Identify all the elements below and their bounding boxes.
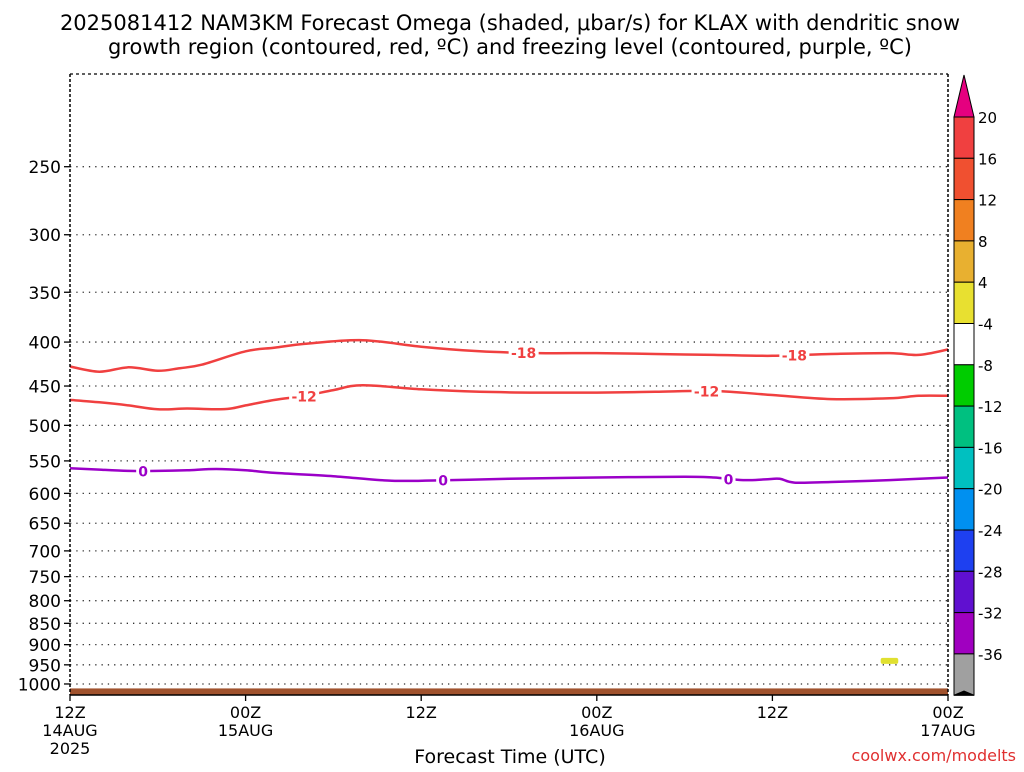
contour-label-bg-1-0 <box>289 387 320 404</box>
colorbar-segment-12 <box>953 612 975 655</box>
plot-frame <box>69 73 949 696</box>
y-tick-label-850: 850 <box>29 615 61 635</box>
colorbar-label-12: -32 <box>978 605 1003 623</box>
colorbar-segment-8 <box>953 446 975 490</box>
colorbar-label-5: -4 <box>978 316 993 334</box>
y-tick-label-1000: 1000 <box>18 675 61 695</box>
contour-label-bg-2-0 <box>136 462 151 479</box>
colorbar-segment-13 <box>953 653 975 696</box>
colorbar-label-11: -28 <box>978 563 1003 581</box>
colorbar-segment-1 <box>953 157 975 201</box>
x-tick-label-5-1: 00Z <box>932 703 963 722</box>
colorbar-segment-5 <box>953 323 975 366</box>
colorbar-segment-6 <box>953 364 975 407</box>
ground-fill <box>70 688 948 695</box>
ground-layer <box>70 688 948 695</box>
colorbar-label-2: 12 <box>978 192 997 210</box>
chart-title-line2: growth region (contoured, red, ºC) and f… <box>108 35 912 59</box>
colorbar-segment-2 <box>953 199 975 242</box>
y-tick-label-950: 950 <box>29 656 61 676</box>
contour-label-2-0: 0 <box>138 464 148 480</box>
x-tick-label-0-3: 2025 <box>50 739 91 758</box>
colorbar-label-13: -36 <box>978 646 1003 664</box>
contour-label-bg-1-1 <box>691 383 722 400</box>
contour-label-2-1: 0 <box>438 474 448 490</box>
x-tick-label-4-1: 12Z <box>757 703 788 722</box>
grid-lines <box>70 166 948 685</box>
y-tick-label-350: 350 <box>29 284 61 304</box>
colorbar-label-9: -20 <box>978 481 1003 499</box>
colorbar-label-4: 4 <box>978 274 988 292</box>
omega-blob-mark <box>880 657 899 664</box>
contour-label-1-0: -12 <box>291 389 316 405</box>
x-tick-label-3-1: 00Z <box>581 703 612 722</box>
colorbar-top-triangle <box>953 74 975 118</box>
y-tick-label-300: 300 <box>29 226 61 246</box>
credit-text: coolwx.com/modelts <box>852 746 1016 765</box>
colorbar-label-8: -16 <box>978 439 1003 457</box>
colorbar-segment-11 <box>953 570 975 614</box>
contour-label-2-2: 0 <box>724 472 734 488</box>
x-tick-label-1-2: 15AUG <box>218 721 273 740</box>
colorbar-segment-0 <box>953 116 975 159</box>
contour-label-0-1: -18 <box>782 349 807 365</box>
y-axis-ticks: 2503003504004505005506006507007508008509… <box>18 158 70 695</box>
colorbar-label-3: 8 <box>978 233 988 251</box>
colorbar-segment-7 <box>953 405 975 448</box>
x-tick-label-5-2: 17AUG <box>920 721 975 740</box>
contour-label-1-1: -12 <box>694 385 719 401</box>
x-axis-label: Forecast Time (UTC) <box>414 746 605 768</box>
y-tick-label-650: 650 <box>29 515 61 535</box>
contour-label-bg-0-1 <box>779 347 810 364</box>
colorbar-label-6: -8 <box>978 357 993 375</box>
chart-title-line1: 2025081412 NAM3KM Forecast Omega (shaded… <box>60 11 960 35</box>
x-tick-label-0-1: 12Z <box>54 703 85 722</box>
y-tick-label-800: 800 <box>29 592 61 612</box>
y-tick-label-450: 450 <box>29 378 61 398</box>
contour-label-bg-0-0 <box>508 344 539 361</box>
contour-label-bg-2-2 <box>721 470 736 487</box>
colorbar-label-10: -24 <box>978 522 1003 540</box>
y-tick-label-900: 900 <box>29 636 61 656</box>
colorbar-segment-3 <box>953 240 975 283</box>
contour-label-bg-2-1 <box>436 472 451 489</box>
contour-lines: -18 -18 -12 -12 0 0 0 <box>69 338 949 490</box>
contour-line-0 <box>69 338 949 373</box>
colorbar-segment-4 <box>953 281 975 325</box>
x-tick-label-3-2: 16AUG <box>569 721 624 740</box>
y-tick-label-500: 500 <box>29 417 61 437</box>
y-tick-label-250: 250 <box>29 158 61 178</box>
y-tick-label-550: 550 <box>29 452 61 472</box>
colorbar-label-0: 20 <box>978 109 997 127</box>
y-tick-label-600: 600 <box>29 485 61 505</box>
omega-shade-blob <box>880 657 899 664</box>
colorbar-label-1: 16 <box>978 150 997 168</box>
y-tick-label-700: 700 <box>29 542 61 562</box>
colorbar-segment-9 <box>953 488 975 531</box>
x-tick-label-1-1: 00Z <box>230 703 261 722</box>
colorbar: 20 16 12 8 4 -4 -8 -12 -16 -20 -24 -28 -32 -36 <box>953 74 1003 696</box>
contour-line-2 <box>69 467 949 485</box>
y-tick-label-400: 400 <box>29 334 61 354</box>
colorbar-label-7: -12 <box>978 398 1003 416</box>
x-tick-label-0-2: 14AUG <box>42 721 97 740</box>
contour-label-0-0: -18 <box>511 346 536 362</box>
contour-line-1 <box>69 383 949 411</box>
x-tick-label-2-1: 12Z <box>406 703 437 722</box>
y-tick-label-750: 750 <box>29 568 61 588</box>
colorbar-segment-10 <box>953 529 975 572</box>
colorbar-bottom-triangle <box>953 690 975 696</box>
